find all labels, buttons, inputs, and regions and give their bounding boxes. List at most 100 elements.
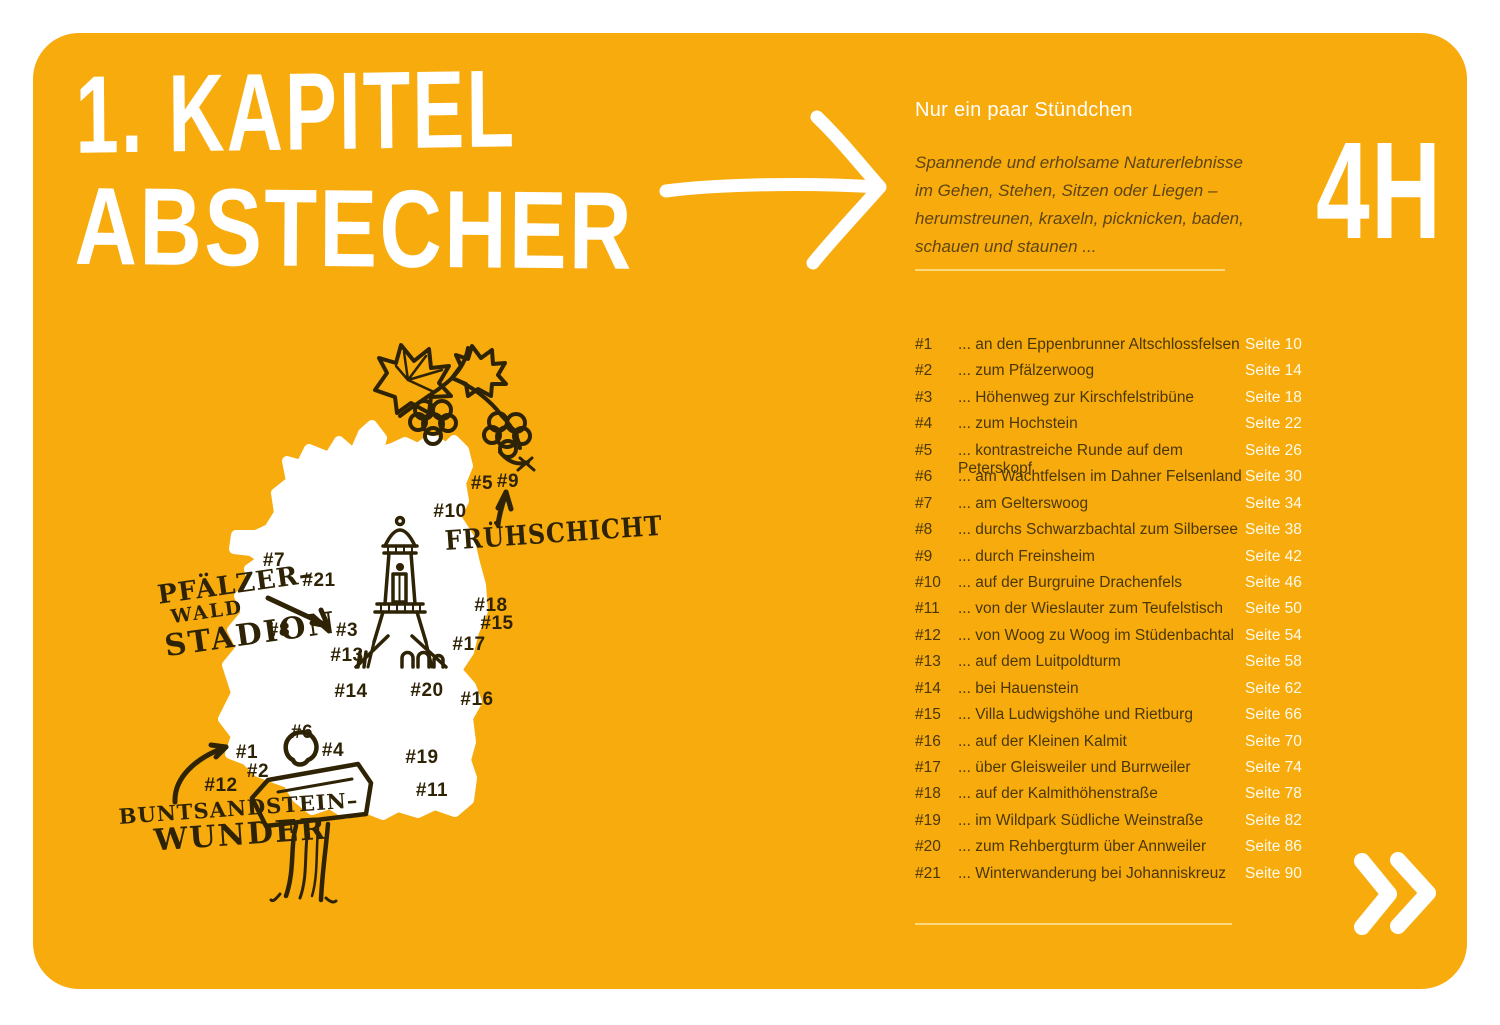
intro-text-line: herumstreunen, kraxeln, picknicken, bade… <box>915 209 1244 228</box>
toc-entry-title: ... über Gleisweiler und Burrweiler <box>958 759 1191 776</box>
toc-entry-number: #3 <box>915 388 933 406</box>
toc-entry[interactable]: #16 ... auf der Kleinen Kalmit Seite 70 <box>915 733 1305 759</box>
toc-entry-page: Seite 70 <box>1245 732 1302 750</box>
map-arrow-to-1-icon <box>172 742 229 805</box>
toc-entry-number: #2 <box>915 362 933 380</box>
toc-entry[interactable]: #3 ... Höhenweg zur Kirschfelstribüne Se… <box>915 389 1305 415</box>
intro-text-line: Spannende und erholsame Naturerlebnisse <box>915 153 1243 172</box>
toc-entry-title: ... zum Rehbergturm über Annweiler <box>958 838 1207 856</box>
toc-entry-page: Seite 86 <box>1245 838 1302 856</box>
toc-entry-number: #21 <box>915 864 941 882</box>
map-region-shape <box>218 420 488 820</box>
toc-entry-number: #4 <box>915 415 933 433</box>
toc-entry-number: #13 <box>915 653 941 671</box>
toc-entry-number: #15 <box>915 706 941 724</box>
toc-entry-page: Seite 90 <box>1245 864 1302 882</box>
intro-heading: Nur ein paar Stündchen <box>915 99 1133 121</box>
toc-entry[interactable]: #5 ... kontrastreiche Runde auf dem Pete… <box>915 441 1305 477</box>
toc-entry-number: #18 <box>915 785 941 803</box>
toc-entry-number: #11 <box>915 600 940 618</box>
arrow-right-icon <box>659 110 887 270</box>
toc-entry-title: ... von der Wieslauter zum Teufelstisch <box>958 600 1224 618</box>
toc-entry[interactable]: #20 ... zum Rehbergturm über Annweiler S… <box>915 838 1305 864</box>
intro-text-line: schauen und staunen ... <box>915 237 1097 256</box>
toc-entry-page: Seite 58 <box>1245 653 1302 671</box>
toc-entry-page: Seite 50 <box>1245 600 1302 618</box>
chapter-title-line2: ABSTECHER <box>74 163 635 293</box>
intro-text: Spannende und erholsame Naturerlebnisse … <box>915 149 1245 261</box>
toc-entry[interactable]: #19 ... im Wildpark Südliche Weinstraße … <box>915 812 1305 838</box>
toc-entry-title: ... von Woog zu Woog im Stüdenbachtal <box>958 626 1235 644</box>
toc-entry[interactable]: #4 ... zum Hochstein Seite 22 <box>915 415 1305 441</box>
tower-illustration-icon <box>354 515 448 669</box>
vine-illustration-icon <box>373 343 536 472</box>
toc-entry-page: Seite 82 <box>1245 811 1302 829</box>
toc-entry-title: ... Winterwanderung bei Johanniskreuz <box>958 864 1226 882</box>
duration-badge: 4H <box>1316 114 1443 268</box>
toc-entry-title: ... durch Freinsheim <box>958 547 1095 565</box>
map-arrow-to-3-icon <box>265 595 331 629</box>
toc-entry-number: #20 <box>915 838 941 856</box>
toc-entry-title: ... Villa Ludwigshöhe und Rietburg <box>958 706 1193 724</box>
toc-entry[interactable]: #9 ... durch Freinsheim Seite 42 <box>915 548 1305 574</box>
toc-entry-number: #19 <box>915 811 941 829</box>
toc-entry[interactable]: #11 ... von der Wieslauter zum Teufelsti… <box>915 600 1305 626</box>
toc-entry-title: ... am Gelterswoog <box>958 494 1089 512</box>
toc-entry-number: #6 <box>915 468 933 486</box>
rock-illustration-icon <box>249 730 374 904</box>
toc-entry[interactable]: #8 ... durchs Schwarzbachtal zum Silbers… <box>915 521 1305 547</box>
orange-card <box>33 33 1467 989</box>
divider <box>915 923 1232 925</box>
chevron-double-right-icon[interactable] <box>1348 848 1443 940</box>
map-arrow-to-5-icon <box>495 489 514 528</box>
toc-entry-title: ... zum Pfälzerwoog <box>958 362 1095 380</box>
toc-entry-page: Seite 46 <box>1245 573 1302 591</box>
toc-entry-number: #12 <box>915 626 941 644</box>
toc-list: #1 ... an den Eppenbrunner Altschlossfel… <box>915 336 1305 891</box>
toc-entry-page: Seite 78 <box>1245 785 1302 803</box>
toc-entry[interactable]: #13 ... auf dem Luitpoldturm Seite 58 <box>915 653 1305 679</box>
toc-entry[interactable]: #7 ... am Gelterswoog Seite 34 <box>915 495 1305 521</box>
toc-entry-page: Seite 62 <box>1245 679 1302 697</box>
toc-entry-number: #5 <box>915 441 933 459</box>
toc-entry[interactable]: #17 ... über Gleisweiler und Burrweiler … <box>915 759 1305 785</box>
toc-entry-page: Seite 18 <box>1245 388 1302 406</box>
toc-entry-page: Seite 26 <box>1245 441 1302 459</box>
toc-entry-title: ... auf der Kalmithöhenstraße <box>958 785 1158 803</box>
toc-entry-title: ... am Wachtfelsen im Dahner Felsenland <box>958 468 1242 486</box>
map-illustration <box>172 343 536 904</box>
toc-entry[interactable]: #15 ... Villa Ludwigshöhe und Rietburg S… <box>915 706 1305 732</box>
toc-entry-title: ... auf dem Luitpoldturm <box>958 653 1121 671</box>
toc-entry-title: ... kontrastreiche Runde auf dem Petersk… <box>958 441 1183 477</box>
toc-entry[interactable]: #12 ... von Woog zu Woog im Stüdenbachta… <box>915 627 1305 653</box>
toc-entry-number: #9 <box>915 547 933 565</box>
toc-entry-page: Seite 30 <box>1245 468 1302 486</box>
toc-entry[interactable]: #14 ... bei Hauenstein Seite 62 <box>915 680 1305 706</box>
toc-entry[interactable]: #18 ... auf der Kalmithöhenstraße Seite … <box>915 785 1305 811</box>
toc-entry-title: ... Höhenweg zur Kirschfelstribüne <box>958 388 1195 406</box>
toc-entry[interactable]: #10 ... auf der Burgruine Drachenfels Se… <box>915 574 1305 600</box>
toc-entry-page: Seite 22 <box>1245 415 1302 433</box>
toc-entry-page: Seite 42 <box>1245 547 1302 565</box>
toc-entry-page: Seite 38 <box>1245 521 1302 539</box>
toc-entry-number: #17 <box>915 759 941 776</box>
toc-entry-number: #1 <box>915 336 933 353</box>
toc-entry-page: Seite 34 <box>1245 494 1302 512</box>
toc-entry-title: ... zum Hochstein <box>958 415 1078 433</box>
toc-entry[interactable]: #21 ... Winterwanderung bei Johanniskreu… <box>915 865 1305 891</box>
toc-entry-title: ... auf der Kleinen Kalmit <box>958 732 1127 750</box>
toc-entry[interactable]: #6 ... am Wachtfelsen im Dahner Felsenla… <box>915 468 1305 494</box>
toc-entry[interactable]: #1 ... an den Eppenbrunner Altschlossfel… <box>915 336 1305 362</box>
toc-entry-page: Seite 14 <box>1245 362 1302 380</box>
toc-entry-number: #16 <box>915 732 941 750</box>
divider <box>915 269 1225 271</box>
toc-entry-page: Seite 74 <box>1245 759 1302 776</box>
chapter-title-line1: 1. KAPITEL <box>74 46 517 177</box>
toc-entry-number: #7 <box>915 494 933 512</box>
toc-entry[interactable]: #2 ... zum Pfälzerwoog Seite 14 <box>915 362 1305 388</box>
toc-entry-number: #10 <box>915 573 941 591</box>
toc-entry-title: ... auf der Burgruine Drachenfels <box>958 573 1183 591</box>
toc-entry-title: ... bei Hauenstein <box>958 679 1079 697</box>
toc-entry-number: #14 <box>915 679 941 697</box>
